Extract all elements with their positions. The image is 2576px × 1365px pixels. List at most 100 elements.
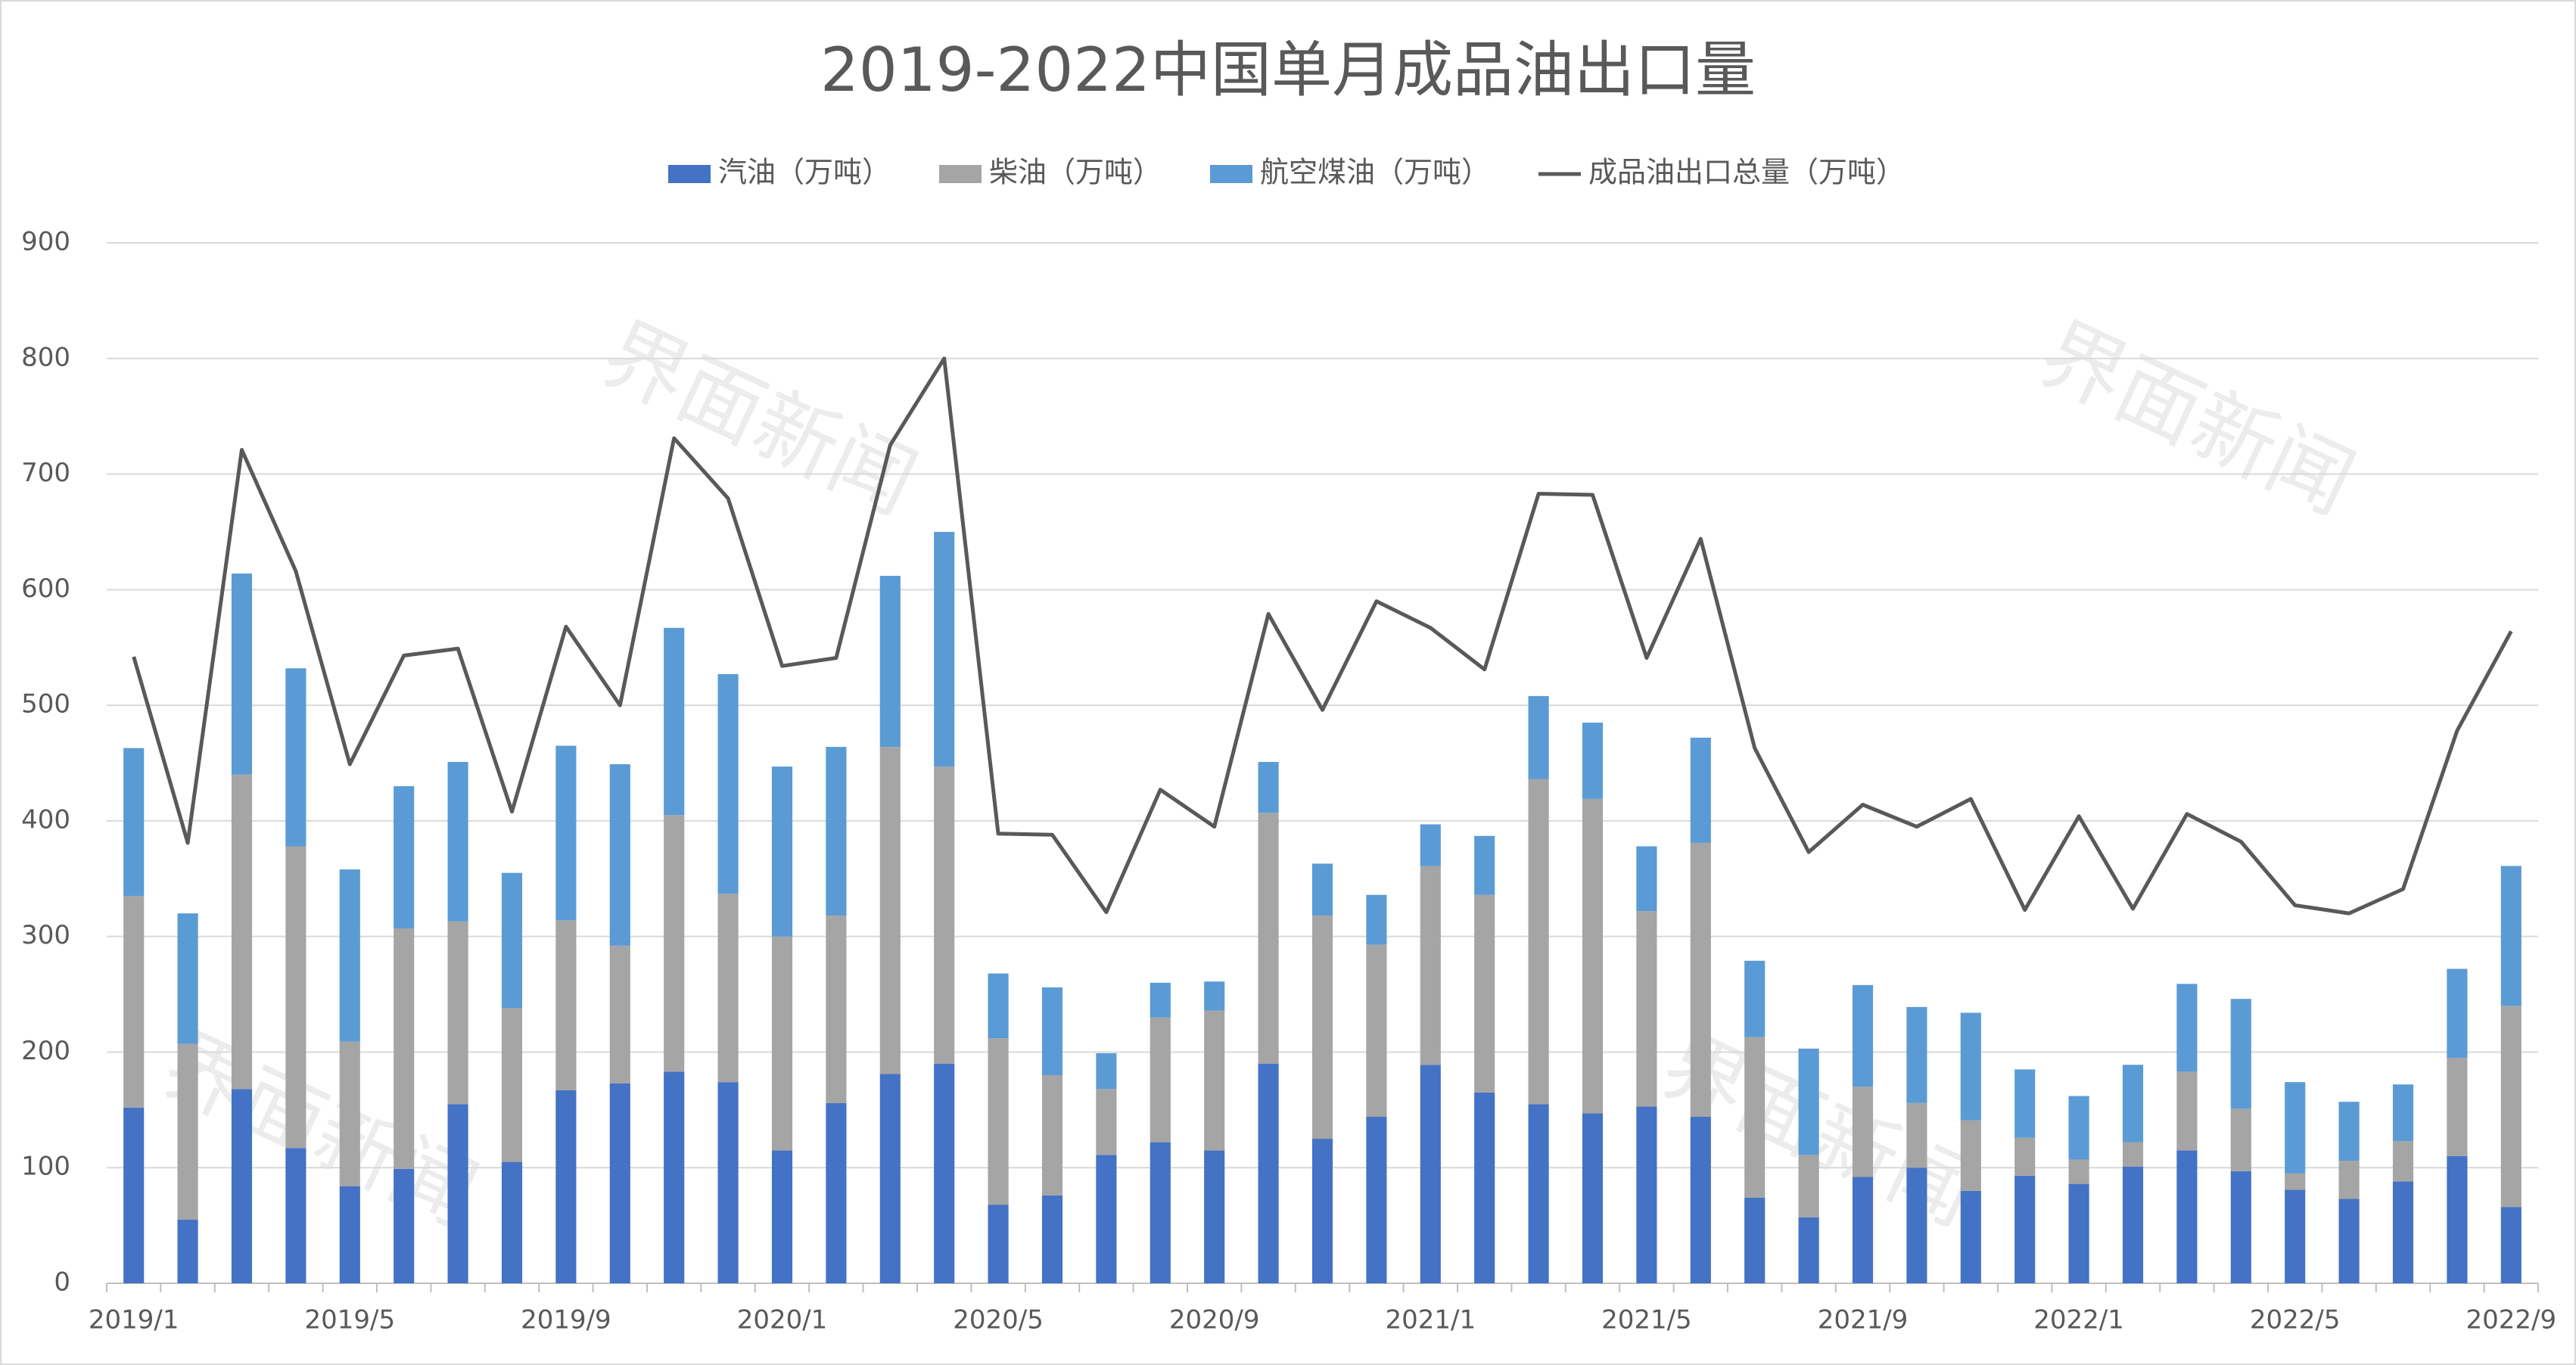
bar-segment xyxy=(934,1063,955,1283)
x-tick-label: 2020/5 xyxy=(953,1305,1044,1335)
bar-segment xyxy=(177,1043,198,1220)
bar-segment xyxy=(1744,1197,1766,1283)
bar-segment xyxy=(2447,1155,2468,1283)
bar-segment xyxy=(177,913,198,1044)
bar-segment xyxy=(1636,1106,1657,1283)
x-tick-label: 2019/5 xyxy=(304,1305,395,1335)
bar-segment xyxy=(2068,1096,2089,1160)
bar-segment xyxy=(717,894,739,1083)
bar-segment xyxy=(1528,779,1549,1105)
bar-segment xyxy=(1528,695,1549,779)
x-tick-label: 2022/5 xyxy=(2250,1305,2341,1335)
bar-segment xyxy=(2014,1137,2036,1176)
bar-segment xyxy=(1204,1010,1225,1151)
bar-segment xyxy=(2068,1159,2089,1184)
bar-segment xyxy=(1690,842,1711,1117)
bar-segment xyxy=(1311,1139,1333,1283)
bar-segment xyxy=(1906,1006,1927,1103)
line-series xyxy=(132,356,2513,916)
bar-segment xyxy=(1096,1089,1117,1155)
bar-segment xyxy=(1960,1012,1981,1121)
bar-segment xyxy=(2500,1207,2522,1283)
bar-segment xyxy=(1906,1168,1927,1283)
bar-segment xyxy=(2392,1084,2414,1142)
bar-segment xyxy=(1582,1113,1604,1283)
x-tick-label: 2021/5 xyxy=(1601,1305,1692,1335)
bar-segment xyxy=(1798,1155,1819,1217)
bar-segment xyxy=(501,1008,523,1162)
bar-segment xyxy=(1041,1075,1063,1196)
bar-segment xyxy=(2176,1071,2198,1151)
bar-segment xyxy=(394,928,415,1169)
bar-segment xyxy=(2500,1006,2522,1208)
bar-segment xyxy=(1906,1102,1927,1168)
bar-segment xyxy=(2122,1142,2144,1167)
bar-segment xyxy=(1798,1217,1819,1283)
legend-label: 汽油（万吨） xyxy=(718,156,891,189)
bar-segment xyxy=(2338,1199,2360,1283)
bar-segment xyxy=(1096,1053,1117,1090)
bar-segment xyxy=(1150,982,1171,1018)
bar-segment xyxy=(879,747,901,1074)
bar-segment xyxy=(1744,960,1766,1037)
bar-segment xyxy=(1636,911,1657,1107)
bar-segment xyxy=(285,846,306,1149)
bar-segment xyxy=(771,766,793,937)
bar-segment xyxy=(1258,813,1279,1064)
bar-segment xyxy=(555,1090,577,1283)
bar-segment xyxy=(826,1102,847,1283)
bar-segment xyxy=(1204,981,1225,1011)
bar-segment xyxy=(1366,1117,1387,1283)
chart-title: 2019-2022中国单月成品油出口量 xyxy=(820,35,1756,105)
bar-segment xyxy=(447,921,468,1105)
bar-segment xyxy=(2338,1161,2360,1199)
bar-segment xyxy=(2500,866,2522,1006)
bar-segment xyxy=(1474,1092,1495,1283)
legend-label: 柴油（万吨） xyxy=(989,156,1162,189)
bar-segment xyxy=(1690,737,1711,843)
bar-segment xyxy=(2122,1166,2144,1283)
bar-segment xyxy=(394,1168,415,1283)
bar-segment xyxy=(231,1089,253,1283)
bar-segment xyxy=(2230,999,2251,1109)
bar-segment xyxy=(1852,1177,1874,1283)
bar-segment xyxy=(339,1041,360,1186)
bar-segment xyxy=(717,673,739,894)
bar-segment xyxy=(285,1148,306,1283)
x-tick-label: 2020/1 xyxy=(737,1305,828,1335)
bar-segment xyxy=(555,745,577,921)
bar-segment xyxy=(1744,1037,1766,1198)
bar-segment xyxy=(285,668,306,847)
bar-segment xyxy=(771,1150,793,1283)
bar-segment xyxy=(177,1219,198,1283)
bar-segment xyxy=(1096,1155,1117,1283)
bar-segment xyxy=(2014,1069,2036,1138)
legend-label: 成品油出口总量（万吨） xyxy=(1588,156,1905,189)
bar-segment xyxy=(123,1107,145,1283)
y-tick-label: 700 xyxy=(21,458,70,488)
bar-segment xyxy=(1960,1190,1981,1283)
bar-segment xyxy=(1474,894,1495,1093)
bar-segment xyxy=(1041,987,1063,1075)
bar-segment xyxy=(2068,1183,2089,1283)
bar-segment xyxy=(2285,1189,2306,1283)
bar-segment xyxy=(988,973,1009,1039)
legend-swatch xyxy=(939,165,982,183)
bar-segment xyxy=(1852,984,1874,1087)
bar-segment xyxy=(2392,1141,2414,1182)
bar-segment xyxy=(609,1083,630,1283)
bar-segment xyxy=(501,1161,523,1283)
bar-segment xyxy=(2230,1108,2251,1171)
bar-segment xyxy=(447,1104,468,1283)
bar-segment xyxy=(826,916,847,1103)
bar-segment xyxy=(1798,1048,1819,1155)
bar-segment xyxy=(2447,1058,2468,1156)
bar-segment xyxy=(1041,1195,1063,1283)
bar-segment xyxy=(1204,1150,1225,1283)
legend-swatch xyxy=(1210,165,1252,183)
bar-segment xyxy=(2122,1065,2144,1143)
y-tick-label: 500 xyxy=(21,689,70,720)
bar-segment xyxy=(1690,1117,1711,1283)
bar-segment xyxy=(2447,969,2468,1059)
